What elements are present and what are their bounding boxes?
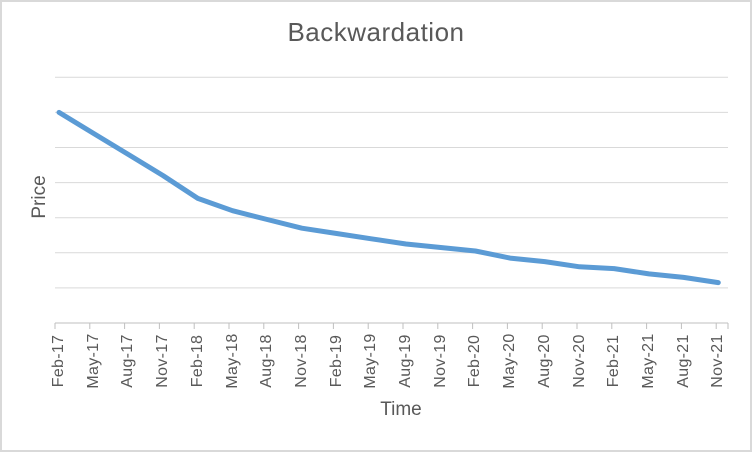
y-axis-title: Price [29, 175, 50, 219]
price-line-series [56, 109, 721, 286]
chart-title: Backwardation [287, 17, 465, 47]
x-axis-title: Time [380, 399, 422, 420]
